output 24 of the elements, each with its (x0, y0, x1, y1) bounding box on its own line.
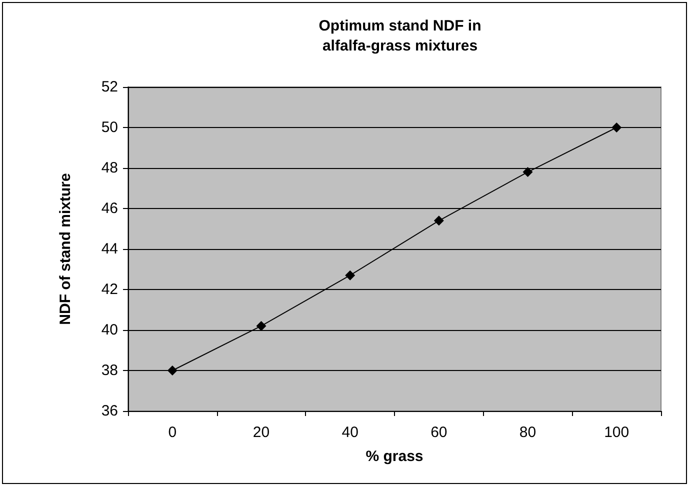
y-tick-label: 46 (101, 200, 118, 217)
x-tick-label: 80 (519, 424, 536, 441)
point (345, 270, 356, 280)
y-tick-label: 40 (101, 322, 118, 338)
y-tick-label: 50 (101, 119, 118, 136)
x-tick-label: 0 (168, 424, 177, 441)
y-tick-label: 38 (101, 362, 118, 379)
point (522, 167, 533, 178)
y-tick-label: 48 (101, 160, 118, 176)
point (434, 216, 444, 226)
point (612, 122, 622, 132)
x-tick-label: 40 (342, 424, 358, 441)
x-tick-label: 20 (252, 424, 270, 441)
x-tick-label: 100 (604, 424, 630, 441)
x-tick-label: 60 (430, 424, 448, 441)
y-tick-label: 42 (101, 281, 118, 298)
x-axis-title: % grass (366, 448, 424, 465)
chart-title: Optimum stand NDF in alfalfa-grass mixtures (318, 18, 482, 54)
point (167, 366, 178, 376)
y-tick-label: 52 (101, 78, 118, 96)
y-tick-label: 36 (101, 402, 118, 420)
point (256, 320, 266, 331)
y-tick-label: 44 (101, 240, 118, 258)
y-axis-title: NDF of stand mixture (57, 173, 74, 325)
